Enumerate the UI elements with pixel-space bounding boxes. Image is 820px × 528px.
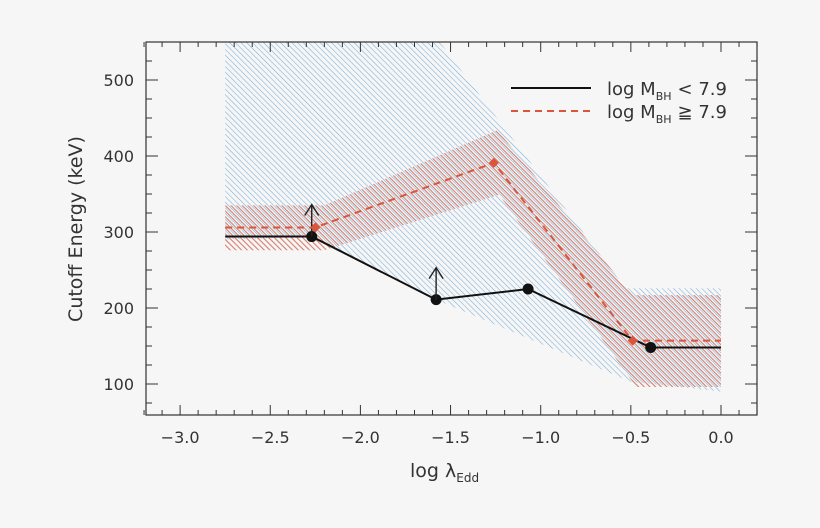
legend-label-1: log MBH < 7.9 xyxy=(607,79,727,103)
x-tick-label: −1.5 xyxy=(431,428,470,447)
x-tick-label: −1.0 xyxy=(521,428,560,447)
plot-frame xyxy=(145,41,758,416)
x-axis-title-sub: Edd xyxy=(456,471,479,485)
data-point xyxy=(488,157,499,168)
lower-limit-arrow-icon xyxy=(304,203,320,237)
x-axis-title-main: log λ xyxy=(410,460,456,482)
legend-label-2: log MBH ≧ 7.9 xyxy=(607,102,727,126)
data-point xyxy=(627,335,638,346)
lower-limit-arrow-icon xyxy=(428,266,444,300)
x-tick-label: 0.0 xyxy=(708,428,733,447)
y-tick-labels: 100 200 300 400 500 xyxy=(103,71,134,394)
x-tick-label: −2.0 xyxy=(341,428,380,447)
data-point xyxy=(310,222,321,233)
series-line-1 xyxy=(225,235,721,349)
x-tick-labels: −3.0 −2.5 −2.0 −1.5 −1.0 −0.5 0.0 xyxy=(161,428,734,447)
y-tick-label: 100 xyxy=(103,375,134,394)
x-tick-label: −3.0 xyxy=(161,428,200,447)
axis-ticks xyxy=(143,41,758,415)
y-tick-label: 300 xyxy=(103,223,134,242)
data-point xyxy=(522,283,534,295)
x-tick-label: −0.5 xyxy=(611,428,650,447)
data-point xyxy=(645,342,657,354)
x-tick-label: −2.5 xyxy=(251,428,290,447)
series-lines xyxy=(225,157,721,354)
y-tick-label: 200 xyxy=(103,299,134,318)
y-tick-label: 400 xyxy=(103,147,134,166)
legend: log MBH < 7.9 log MBH ≧ 7.9 xyxy=(511,79,727,126)
x-axis-title: log λEdd xyxy=(410,460,479,485)
y-axis-title: Cutoff Energy (keV) xyxy=(65,136,87,322)
y-tick-label: 500 xyxy=(103,71,134,90)
